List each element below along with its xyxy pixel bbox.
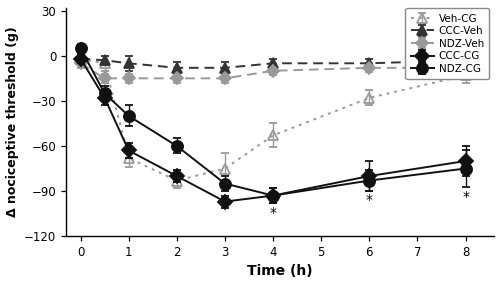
- Legend: Veh-CG, CCC-Veh, NDZ-Veh, CCC-CG, NDZ-CG: Veh-CG, CCC-Veh, NDZ-Veh, CCC-CG, NDZ-CG: [406, 8, 489, 79]
- Text: *: *: [366, 193, 373, 206]
- X-axis label: Time (h): Time (h): [248, 264, 313, 278]
- Y-axis label: Δ nociceptive threshold (g): Δ nociceptive threshold (g): [6, 26, 18, 217]
- Text: *: *: [270, 206, 276, 220]
- Text: *: *: [462, 189, 469, 204]
